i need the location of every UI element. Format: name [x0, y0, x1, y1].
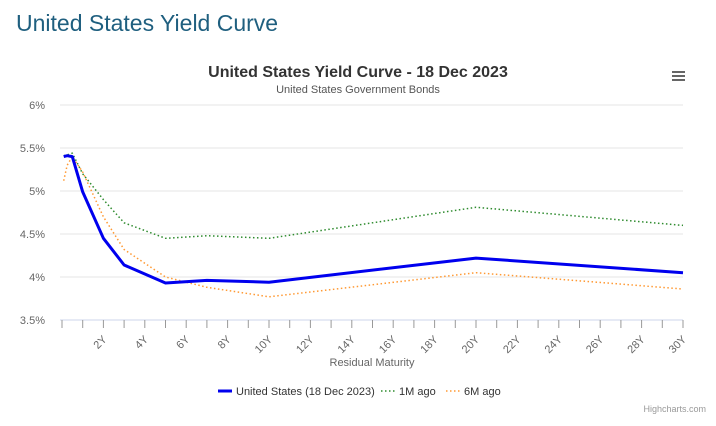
x-tick-label: 16Y [377, 333, 400, 356]
series-line [63, 154, 684, 285]
x-tick-label: 30Y [667, 333, 690, 356]
y-tick-label: 3.5% [20, 315, 45, 327]
y-tick-label: 5.5% [20, 143, 45, 155]
x-tick-label: 18Y [418, 333, 441, 356]
x-tick-label: 26Y [584, 333, 607, 356]
x-tick-label: 28Y [625, 333, 648, 356]
x-tick-label: 6Y [174, 333, 192, 351]
chart-title: United States Yield Curve - 18 Dec 2023 [208, 64, 508, 81]
hamburger-menu-icon[interactable] [672, 71, 685, 81]
y-tick-label: 5% [29, 186, 45, 198]
legend-label: 6M ago [464, 386, 501, 398]
legend-label: United States (18 Dec 2023) [236, 386, 375, 398]
legend-item[interactable]: United States (18 Dec 2023) [218, 386, 375, 398]
x-tick-label: 4Y [133, 333, 151, 351]
x-tick-label: 24Y [543, 333, 566, 356]
x-tick-label: 12Y [294, 333, 317, 356]
y-tick-label: 6% [29, 100, 45, 112]
series-line [62, 155, 684, 298]
x-tick-label: 22Y [501, 333, 524, 356]
page-title: United States Yield Curve [16, 10, 279, 36]
x-axis-label: Residual Maturity [330, 357, 415, 369]
y-tick-label: 4% [29, 272, 45, 284]
x-tick-label: 10Y [253, 333, 276, 356]
legend-label: 1M ago [399, 386, 436, 398]
legend-item[interactable]: 6M ago [446, 386, 501, 398]
x-tick-label: 8Y [216, 333, 234, 351]
x-tick-label: 20Y [460, 333, 483, 356]
credits-link[interactable]: Highcharts.com [643, 404, 706, 414]
x-tick-label: 2Y [92, 333, 110, 351]
x-tick-label: 14Y [336, 333, 359, 356]
chart-subtitle: United States Government Bonds [276, 84, 440, 96]
legend-item[interactable]: 1M ago [381, 386, 436, 398]
y-tick-label: 4.5% [20, 229, 45, 241]
series-line [63, 152, 684, 240]
